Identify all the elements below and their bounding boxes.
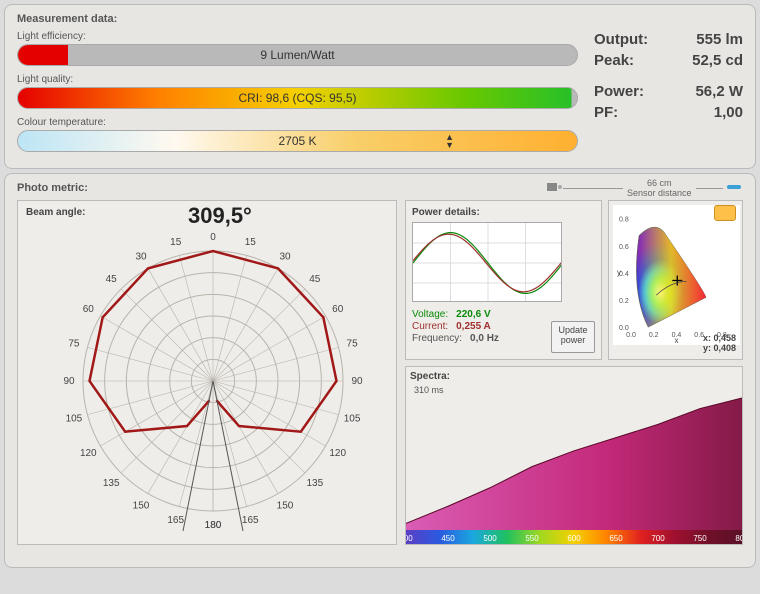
svg-text:650: 650 xyxy=(609,534,623,543)
svg-text:15: 15 xyxy=(170,237,182,248)
svg-text:120: 120 xyxy=(329,448,346,459)
svg-text:105: 105 xyxy=(66,413,83,424)
svg-text:0.2: 0.2 xyxy=(619,298,629,305)
peak-value: 52,5 cd xyxy=(692,52,743,69)
spectra-chart: 400 450 500 550 600 650 700 750 800 xyxy=(406,394,742,544)
svg-text:15: 15 xyxy=(245,237,257,248)
cie-swatch xyxy=(714,205,736,221)
frequency-value: 0,0 Hz xyxy=(470,333,499,344)
quality-bar: CRI: 98,6 (CQS: 95,5) xyxy=(17,87,578,109)
efficiency-value: 9 Lumen/Watt xyxy=(260,48,334,62)
power-label: Power: xyxy=(594,83,644,100)
voltage-label: Voltage: xyxy=(412,309,448,320)
power-value: 56,2 W xyxy=(695,83,743,100)
sensor-distance: 66 cmSensor distance xyxy=(543,178,743,190)
update-power-button[interactable]: Update power xyxy=(551,321,595,353)
spectra-title: Spectra: xyxy=(410,371,738,382)
power-waveform xyxy=(412,222,562,302)
peak-label: Peak: xyxy=(594,52,634,69)
svg-text:0.8: 0.8 xyxy=(619,217,629,224)
svg-text:60: 60 xyxy=(83,304,95,315)
svg-text:0.6: 0.6 xyxy=(619,244,629,251)
svg-text:90: 90 xyxy=(63,376,75,387)
svg-text:0.2: 0.2 xyxy=(649,332,659,339)
output-value: 555 lm xyxy=(696,31,743,48)
svg-text:75: 75 xyxy=(347,339,359,350)
beam-angle-label: Beam angle: xyxy=(26,207,85,218)
cie-y: y: 0,408 xyxy=(703,343,736,353)
svg-text:0.0: 0.0 xyxy=(619,325,629,332)
colour-temp-arrows-icon[interactable]: ▲▼ xyxy=(445,133,454,149)
svg-text:135: 135 xyxy=(103,478,120,489)
sensor-distance-value: 66 cm xyxy=(647,178,672,188)
colour-temp-bar[interactable]: 2705 K ▲▼ xyxy=(17,130,578,152)
power-details-box: Power details: Voltage: 220,6 V Current: 0… xyxy=(405,200,602,360)
svg-text:400: 400 xyxy=(406,534,413,543)
colour-temp-value: 2705 K xyxy=(278,134,316,148)
svg-text:800: 800 xyxy=(735,534,742,543)
current-label: Current: xyxy=(412,321,448,332)
pf-label: PF: xyxy=(594,104,618,121)
svg-text:500: 500 xyxy=(483,534,497,543)
efficiency-label: Light efficiency: xyxy=(17,31,578,42)
svg-text:y: y xyxy=(617,268,621,277)
probe-icon xyxy=(727,181,743,195)
svg-text:30: 30 xyxy=(135,251,147,262)
spectra-box: Spectra: 310 ms 400450500550600650700750… xyxy=(405,366,743,545)
colour-temp-label: Colour temperature: xyxy=(17,117,578,128)
quality-label: Light quality: xyxy=(17,74,578,85)
svg-text:0: 0 xyxy=(210,232,216,243)
svg-text:165: 165 xyxy=(167,515,184,526)
svg-text:120: 120 xyxy=(80,448,97,459)
beam-angle-value: 309,5° xyxy=(188,203,252,229)
current-value: 0,255 A xyxy=(456,321,491,332)
svg-text:60: 60 xyxy=(332,304,344,315)
svg-text:0.0: 0.0 xyxy=(626,332,636,339)
polar-svg: 1801651501351201059075604530150153045607… xyxy=(38,231,388,541)
svg-text:450: 450 xyxy=(441,534,455,543)
polar-chart: Beam angle: 309,5° 180165150135120105907… xyxy=(17,200,397,545)
svg-text:600: 600 xyxy=(567,534,581,543)
quality-value: CRI: 98,6 (CQS: 95,5) xyxy=(238,91,356,105)
svg-text:45: 45 xyxy=(309,274,321,285)
svg-text:150: 150 xyxy=(133,501,150,512)
svg-text:90: 90 xyxy=(351,376,363,387)
svg-text:105: 105 xyxy=(344,413,361,424)
sensor-distance-label: Sensor distance xyxy=(627,188,692,198)
output-label: Output: xyxy=(594,31,648,48)
power-details-title: Power details: xyxy=(412,207,595,218)
frequency-label: Frequency: xyxy=(412,333,462,344)
svg-text:550: 550 xyxy=(525,534,539,543)
pf-value: 1,00 xyxy=(714,104,743,121)
svg-text:75: 75 xyxy=(68,339,80,350)
svg-text:165: 165 xyxy=(242,515,259,526)
cie-x: x: 0,458 xyxy=(703,333,736,343)
efficiency-bar: 9 Lumen/Watt xyxy=(17,44,578,66)
svg-text:135: 135 xyxy=(306,478,323,489)
cie-diagram-box: 0.00.00.20.20.40.40.60.60.80.8xy x: 0,45… xyxy=(608,200,743,360)
svg-text:180: 180 xyxy=(205,520,222,531)
svg-text:150: 150 xyxy=(277,501,294,512)
svg-text:x: x xyxy=(675,336,679,345)
sensor-icon xyxy=(547,181,563,195)
measurement-header: Measurement data: xyxy=(17,13,743,25)
cie-diagram: 0.00.00.20.20.40.40.60.60.80.8xy xyxy=(613,205,740,345)
svg-text:750: 750 xyxy=(693,534,707,543)
svg-text:700: 700 xyxy=(651,534,665,543)
voltage-value: 220,6 V xyxy=(456,309,490,320)
svg-text:45: 45 xyxy=(106,274,118,285)
svg-text:30: 30 xyxy=(279,251,291,262)
